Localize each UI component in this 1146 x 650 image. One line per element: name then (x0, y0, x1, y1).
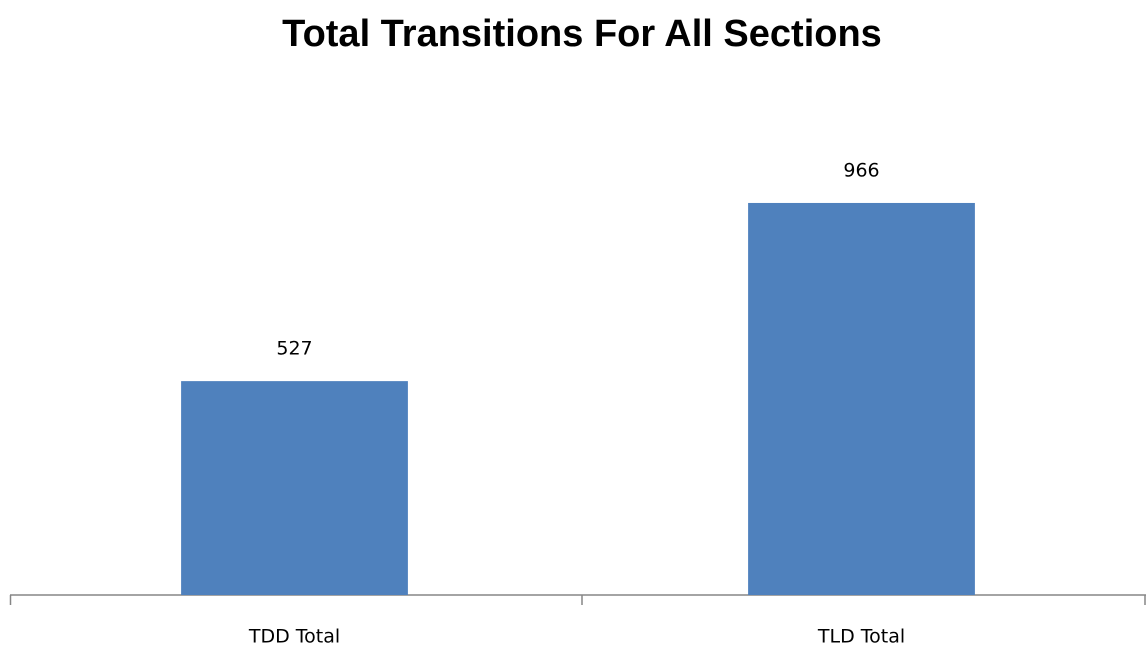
data-label: 966 (843, 159, 879, 181)
x-tick-label: TLD Total (817, 626, 905, 648)
x-axis (9, 594, 1146, 605)
chart-title: Total Transitions For All Sections (282, 13, 882, 55)
bar (181, 381, 408, 595)
x-tick-label: TDD Total (248, 626, 340, 648)
data-label: 527 (276, 338, 312, 360)
bar (748, 202, 975, 595)
